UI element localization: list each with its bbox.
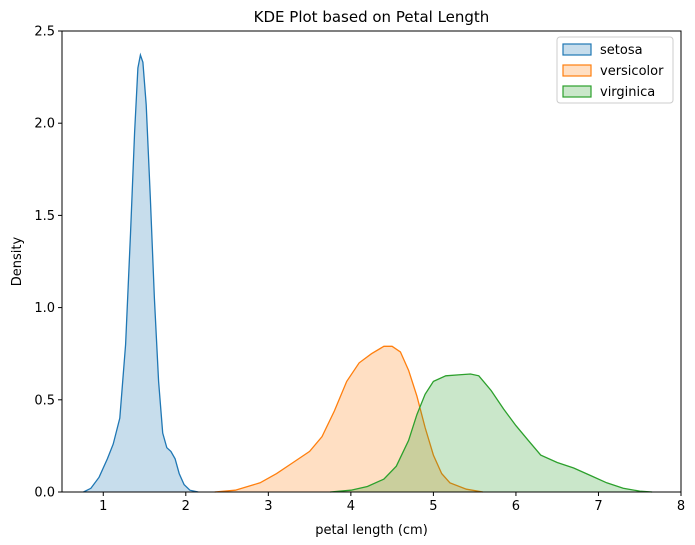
- y-tick-label: 0.5: [34, 393, 55, 408]
- x-axis: 1 2 3 4 5 6 7 8: [99, 492, 685, 514]
- x-tick-label: 7: [594, 499, 602, 514]
- y-tick-label: 1.0: [34, 301, 55, 316]
- series-line-setosa: [83, 52, 199, 493]
- legend-swatch-setosa: [562, 43, 592, 56]
- legend-swatch-versicolor: [562, 64, 592, 77]
- series-area-virginica: [330, 374, 653, 492]
- y-tick-label: 1.5: [34, 209, 55, 224]
- y-tick-label: 2.5: [34, 25, 55, 40]
- y-axis: 0.0 0.5 1.0 1.5 2.0 2.5: [34, 25, 62, 501]
- x-tick-label: 4: [347, 499, 355, 514]
- x-tick-label: 6: [512, 499, 520, 514]
- series-line-virginica: [330, 373, 653, 493]
- legend-swatch-virginica: [562, 85, 592, 98]
- plot-frame: [61, 30, 682, 493]
- chart-title: KDE Plot based on Petal Length: [254, 8, 490, 26]
- legend-label-versicolor: versicolor: [600, 64, 664, 79]
- x-tick-label: 8: [677, 499, 685, 514]
- y-axis-label: Density: [10, 236, 25, 286]
- legend: setosa versicolor virginica: [556, 36, 674, 104]
- plot-area: [83, 52, 653, 493]
- x-tick-label: 1: [99, 499, 107, 514]
- y-tick-label: 0.0: [34, 486, 55, 501]
- series-area-versicolor: [214, 346, 483, 492]
- x-tick-label: 2: [182, 499, 190, 514]
- x-tick-label: 3: [264, 499, 272, 514]
- x-axis-label: petal length (cm): [315, 523, 428, 538]
- y-tick-label: 2.0: [34, 117, 55, 132]
- series-line-versicolor: [214, 345, 484, 493]
- series-area-setosa: [83, 55, 199, 492]
- x-tick-label: 5: [429, 499, 437, 514]
- legend-label-virginica: virginica: [600, 85, 655, 100]
- legend-label-setosa: setosa: [600, 43, 643, 58]
